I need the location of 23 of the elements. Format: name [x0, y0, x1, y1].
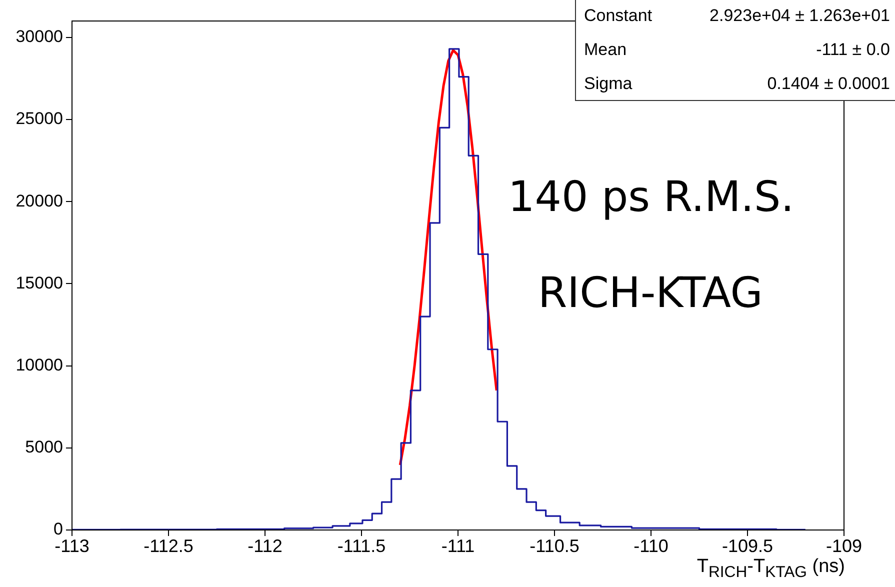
- x-tick-label: -109.5: [722, 536, 774, 556]
- annotation: Sigma: [584, 74, 632, 94]
- annotation: -111 ± 0.0: [816, 40, 890, 60]
- annotation: 2.923e+04 ± 1.263e+01: [710, 6, 890, 26]
- x-tick-label: -111: [441, 536, 475, 556]
- y-tick-label: 25000: [16, 109, 63, 128]
- x-tick-label: -109: [826, 536, 862, 556]
- annotation: RICH-KTAG: [538, 268, 763, 317]
- annotation: 0.1404 ± 0.0001: [767, 74, 890, 94]
- annotation: Constant: [584, 6, 652, 26]
- annotation: Mean: [584, 40, 627, 60]
- y-tick-label: 5000: [25, 438, 63, 457]
- y-tick-label: 10000: [16, 355, 63, 374]
- x-axis-title: T$_{RICH}$-T$_{KTAG}$ (ns): [696, 556, 845, 583]
- y-tick-label: 20000: [16, 191, 63, 210]
- x-tick-label: -112.5: [144, 536, 194, 556]
- x-tick-label: -112: [248, 536, 282, 556]
- y-tick-label: 15000: [16, 273, 63, 292]
- x-tick-label: -110.5: [530, 536, 580, 556]
- x-tick-label: -111.5: [337, 536, 386, 556]
- x-tick-label: -110: [634, 536, 668, 556]
- y-tick-label: 30000: [16, 27, 63, 46]
- annotation: 140 ps R.M.S.: [508, 172, 794, 221]
